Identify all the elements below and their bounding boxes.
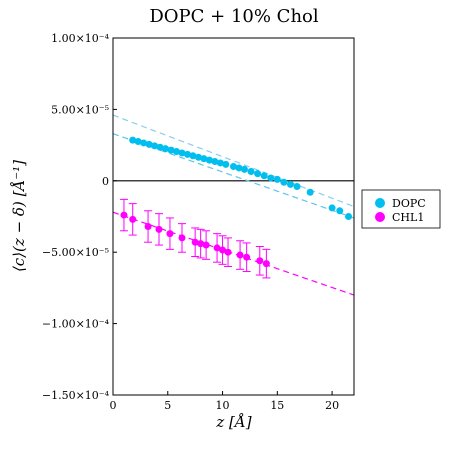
legend-marker-chl1 — [375, 212, 385, 222]
data-point-chl1 — [166, 230, 174, 238]
data-point-chl1 — [144, 222, 152, 230]
data-point-dopc — [189, 152, 197, 160]
legend: DOPC CHL1 — [361, 189, 441, 229]
data-point-dopc — [254, 170, 262, 178]
data-point-dopc — [230, 163, 237, 171]
data-point-dopc — [280, 178, 288, 186]
x-tick-label: 10 — [216, 399, 230, 412]
data-point-dopc — [336, 207, 344, 215]
data-point-dopc — [200, 155, 208, 163]
data-point-chl1 — [202, 241, 210, 249]
data-point-dopc — [273, 175, 281, 183]
data-point-chl1 — [262, 260, 270, 268]
data-point-dopc — [205, 156, 213, 164]
data-point-chl1 — [243, 253, 251, 261]
data-point-chl1 — [197, 240, 205, 248]
y-axis-ticks: 1.00×10⁻⁴ 5.00×10⁻⁵ 0 −5.00×10⁻⁵ −1.00×10⁻⁴ −… — [42, 32, 117, 402]
data-point-dopc — [134, 138, 142, 146]
legend-label-chl1: CHL1 — [392, 211, 424, 224]
legend-box — [361, 189, 441, 229]
data-point-chl1 — [178, 234, 186, 242]
data-point-dopc — [173, 148, 181, 156]
y-tick-label: 1.00×10⁻⁴ — [51, 32, 110, 45]
data-point-dopc — [222, 160, 230, 168]
data-point-dopc — [328, 204, 336, 212]
data-point-chl1 — [213, 244, 221, 252]
data-point-dopc — [178, 149, 186, 157]
legend-marker-dopc — [375, 198, 385, 208]
plot-frame — [112, 37, 355, 396]
data-point-chl1 — [155, 225, 163, 233]
x-tick-label: 20 — [325, 399, 339, 412]
data-point-dopc — [211, 158, 219, 166]
data-point-chl1 — [191, 238, 199, 246]
y-tick-label: 5.00×10⁻⁵ — [51, 103, 109, 116]
data-point-dopc — [151, 142, 159, 150]
data-point-dopc — [167, 146, 175, 154]
x-tick-label: 0 — [110, 399, 117, 412]
y-tick-label: −1.00×10⁻⁴ — [42, 318, 110, 331]
y-tick-label: −1.50×10⁻⁴ — [42, 389, 110, 402]
data-point-dopc — [240, 165, 248, 173]
y-axis-label: ⟨c⟩(z − δ) [Å⁻¹] — [10, 160, 28, 272]
data-point-dopc — [129, 136, 137, 144]
data-point-chl1 — [129, 215, 137, 223]
legend-label-dopc: DOPC — [392, 197, 426, 210]
data-point-dopc — [145, 140, 153, 148]
data-point-dopc — [140, 139, 148, 147]
x-tick-label: 15 — [270, 399, 284, 412]
data-point-chl1 — [224, 248, 232, 256]
data-point-dopc — [194, 153, 202, 161]
data-point-dopc — [267, 174, 275, 182]
data-point-dopc — [286, 180, 294, 188]
data-point-dopc — [162, 145, 170, 153]
data-point-chl1 — [120, 211, 128, 219]
y-tick-label: −5.00×10⁻⁵ — [42, 246, 109, 259]
data-point-dopc — [306, 188, 314, 196]
y-tick-label: 0 — [102, 175, 109, 188]
chart-title: DOPC + 10% Chol — [149, 6, 319, 27]
data-point-dopc — [260, 172, 268, 180]
data-point-dopc — [156, 143, 164, 151]
data-point-dopc — [293, 183, 301, 191]
data-point-dopc — [235, 164, 243, 172]
fit-line-dopc-0 — [112, 114, 355, 208]
x-tick-label: 5 — [164, 399, 171, 412]
data-point-dopc — [216, 159, 224, 167]
data-point-dopc — [183, 150, 191, 158]
x-axis-label: z [Å] — [215, 413, 251, 431]
data-points — [120, 136, 353, 268]
x-axis-ticks: 0 5 10 15 20 — [110, 391, 339, 412]
data-point-chl1 — [219, 246, 227, 254]
data-point-chl1 — [256, 257, 264, 265]
data-point-chl1 — [236, 251, 244, 259]
fit-line-chl1-0 — [112, 211, 355, 296]
data-point-dopc — [247, 168, 255, 176]
error-bars — [119, 198, 271, 279]
data-point-dopc — [345, 213, 353, 220]
